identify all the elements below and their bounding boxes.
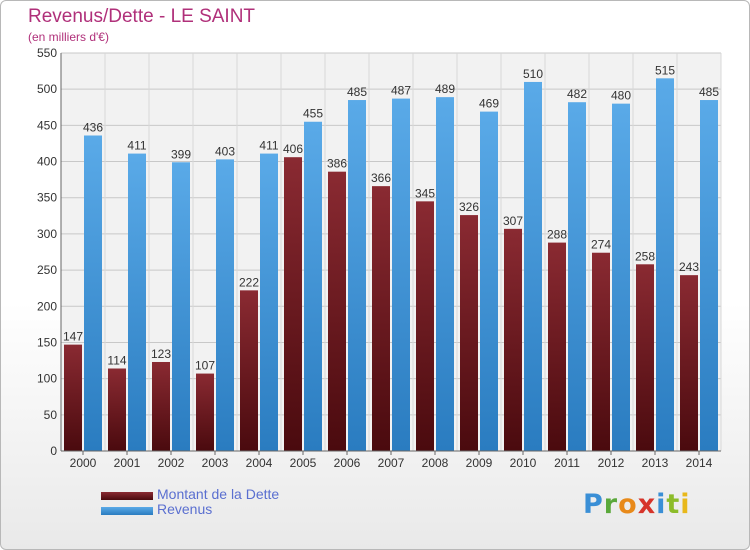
bar-revenus (172, 162, 190, 451)
x-tick-label: 2013 (642, 456, 669, 470)
bar-debt (372, 186, 390, 451)
x-tick-label: 2003 (202, 456, 229, 470)
bar-debt (108, 368, 126, 451)
x-tick-label: 2004 (246, 456, 273, 470)
data-label-revenus: 399 (171, 147, 191, 161)
x-tick-label: 2002 (158, 456, 185, 470)
data-label-revenus: 436 (83, 120, 103, 134)
y-tick-label: 50 (44, 408, 58, 422)
data-label-revenus: 515 (655, 63, 675, 77)
bar-debt (680, 275, 698, 451)
bar-debt (416, 201, 434, 451)
y-tick-label: 450 (37, 118, 57, 132)
x-tick-label: 2010 (510, 456, 537, 470)
data-label-revenus: 403 (215, 144, 235, 158)
data-label-debt: 307 (503, 214, 523, 228)
x-tick-label: 2007 (378, 456, 405, 470)
y-tick-label: 200 (37, 299, 57, 313)
bar-debt (592, 252, 610, 451)
plot-background (61, 53, 721, 451)
bar-revenus (568, 102, 586, 451)
bar-revenus (304, 121, 322, 451)
bar-debt (196, 373, 214, 451)
bar-revenus (700, 100, 718, 451)
bar-revenus (84, 135, 102, 451)
bar-debt (284, 157, 302, 451)
data-label-debt: 366 (371, 171, 391, 185)
data-label-revenus: 510 (523, 67, 543, 81)
y-tick-label: 400 (37, 155, 57, 169)
data-label-revenus: 455 (303, 107, 323, 121)
y-tick-label: 150 (37, 335, 57, 349)
x-tick-label: 2008 (422, 456, 449, 470)
data-label-revenus: 469 (479, 97, 499, 111)
bar-debt (64, 344, 82, 451)
data-label-debt: 222 (239, 275, 259, 289)
bar-revenus (216, 159, 234, 451)
chart-title: Revenus/Dette - LE SAINT (28, 6, 256, 27)
data-label-revenus: 480 (611, 89, 631, 103)
x-tick-label: 2000 (70, 456, 97, 470)
data-label-debt: 107 (195, 359, 215, 373)
x-tick-label: 2005 (290, 456, 317, 470)
data-label-debt: 406 (283, 142, 303, 156)
data-label-revenus: 489 (435, 82, 455, 96)
legend-label-debt: Montant de la Dette (157, 486, 280, 502)
data-label-debt: 147 (63, 330, 83, 344)
data-label-debt: 326 (459, 200, 479, 214)
data-label-debt: 123 (151, 347, 171, 361)
y-tick-label: 100 (37, 372, 57, 386)
bar-debt (548, 242, 566, 451)
bar-revenus (524, 81, 542, 451)
bar-debt (328, 171, 346, 451)
x-tick-label: 2012 (598, 456, 625, 470)
y-tick-label: 500 (37, 82, 57, 96)
proxiti-logo: Proxiti (583, 489, 691, 520)
data-label-revenus: 487 (391, 84, 411, 98)
bar-revenus (656, 78, 674, 451)
bar-revenus (480, 111, 498, 451)
bar-revenus (128, 153, 146, 451)
data-label-debt: 386 (327, 157, 347, 171)
bar-debt (152, 361, 170, 451)
data-label-debt: 274 (591, 238, 611, 252)
bar-revenus (612, 103, 630, 452)
data-label-debt: 114 (107, 354, 126, 368)
y-tick-label: 0 (50, 444, 57, 458)
data-label-revenus: 411 (127, 139, 146, 153)
data-label-revenus: 482 (567, 87, 587, 101)
x-tick-label: 2014 (686, 456, 713, 470)
x-tick-label: 2009 (466, 456, 493, 470)
x-tick-label: 2006 (334, 456, 361, 470)
bar-debt (504, 228, 522, 451)
bar-debt (240, 290, 258, 451)
bar-debt (636, 264, 654, 451)
y-tick-label: 250 (37, 263, 57, 277)
chart-subtitle: (en milliers d'€) (28, 30, 109, 44)
legend-swatch-revenus (101, 507, 153, 515)
legend-label-revenus: Revenus (157, 501, 213, 517)
legend-swatch-debt (101, 492, 153, 500)
bar-revenus (260, 153, 278, 451)
data-label-debt: 258 (635, 249, 655, 263)
data-label-revenus: 411 (259, 139, 278, 153)
data-label-debt: 345 (415, 186, 435, 200)
y-tick-label: 300 (37, 227, 57, 241)
bar-revenus (348, 100, 366, 451)
y-tick-label: 550 (37, 46, 57, 60)
x-tick-label: 2011 (554, 456, 580, 470)
bar-revenus (392, 98, 410, 452)
x-tick-label: 2001 (114, 456, 141, 470)
data-label-revenus: 485 (347, 85, 367, 99)
bar-debt (460, 215, 478, 451)
data-label-revenus: 485 (699, 85, 719, 99)
y-tick-label: 350 (37, 191, 57, 205)
bar-revenus (436, 97, 454, 451)
data-label-debt: 288 (547, 228, 567, 242)
data-label-debt: 243 (679, 260, 699, 274)
